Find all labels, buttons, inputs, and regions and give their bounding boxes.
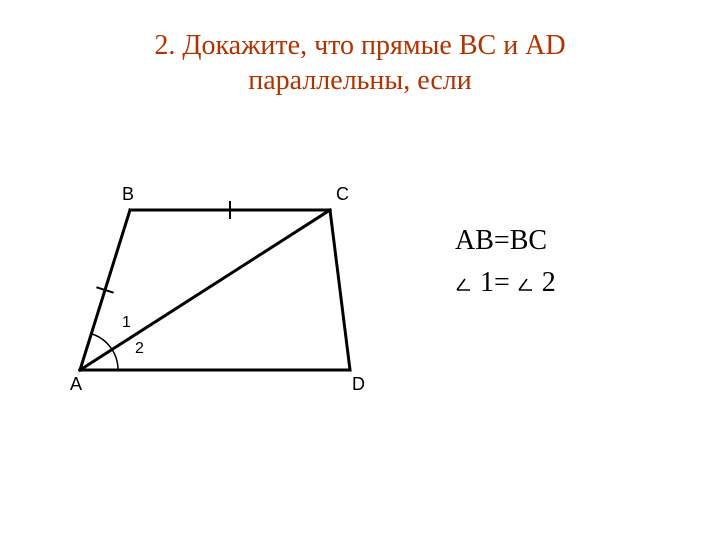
angle-icon — [517, 264, 535, 306]
geometry-diagram: ABCD12 — [60, 190, 380, 400]
vertex-label-B: B — [122, 184, 134, 205]
angle-icon — [455, 264, 473, 306]
vertex-label-C: C — [336, 184, 349, 205]
vertex-label-D: D — [352, 374, 365, 395]
angle-label-1: 1 — [122, 314, 131, 332]
condition-equal-angles: 1= 2 — [455, 262, 556, 306]
angle-label-2: 2 — [135, 340, 144, 358]
condition-equal-segments: AB=BC — [455, 220, 556, 262]
vertex-label-A: A — [70, 374, 82, 395]
problem-title: 2. Докажите, что прямые BC и AD параллел… — [0, 28, 720, 98]
title-line-1: 2. Докажите, что прямые BC и AD — [154, 30, 565, 61]
title-line-2: параллельны, если — [248, 65, 472, 96]
given-conditions: AB=BC 1= 2 — [455, 220, 556, 306]
